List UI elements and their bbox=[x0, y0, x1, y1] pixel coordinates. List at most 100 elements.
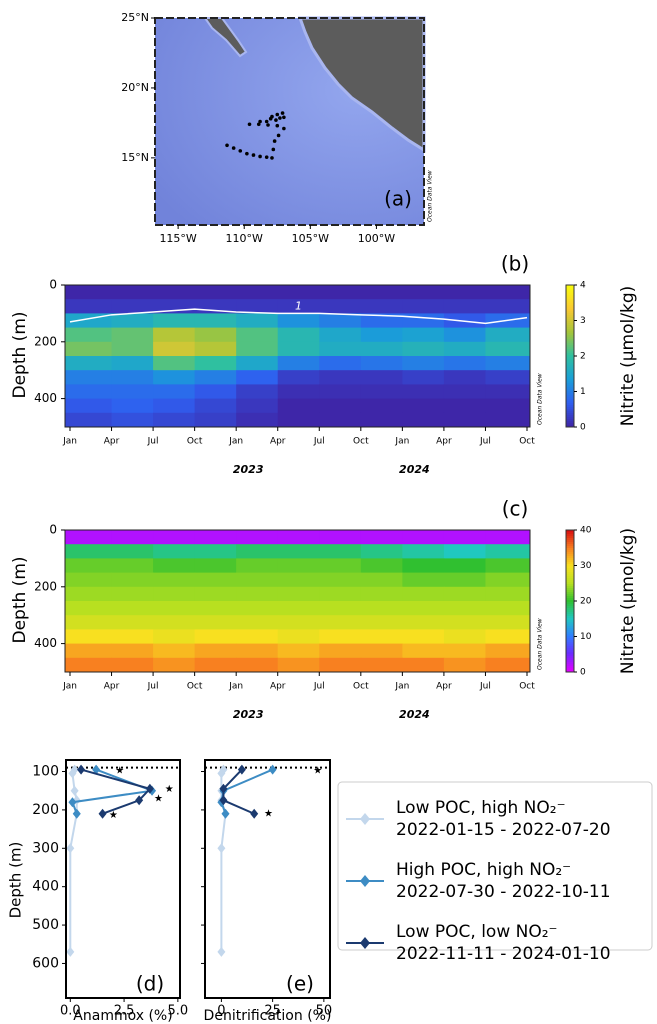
profile-marker bbox=[219, 783, 228, 794]
significance-marker: ★ bbox=[165, 784, 174, 795]
heatmap-cell bbox=[402, 285, 445, 300]
colorbar-step bbox=[566, 634, 574, 637]
heatmap-cell bbox=[194, 370, 237, 385]
track-point bbox=[225, 143, 229, 148]
colorbar-step bbox=[566, 371, 574, 374]
heatmap-cell bbox=[277, 643, 320, 659]
colorbar-step bbox=[566, 327, 574, 330]
y-tick-label: 20°N bbox=[121, 81, 149, 94]
x-tick-label: Apr bbox=[270, 437, 286, 447]
heatmap-cell bbox=[153, 586, 196, 602]
colorbar-step bbox=[566, 548, 574, 551]
x-tick-label: Oct bbox=[519, 437, 535, 447]
colorbar-step bbox=[566, 668, 574, 671]
colorbar-step bbox=[566, 554, 574, 557]
land-baja bbox=[203, 17, 248, 58]
heatmap-cell bbox=[65, 530, 113, 545]
colorbar-step bbox=[566, 592, 574, 595]
heatmap-cell bbox=[153, 341, 196, 357]
heatmap-cell bbox=[485, 398, 531, 414]
heatmap-cell bbox=[111, 615, 154, 630]
legend-box bbox=[337, 781, 653, 951]
heatmap-cell bbox=[65, 615, 113, 630]
heatmap-cell bbox=[360, 412, 403, 428]
heatmap-cell bbox=[319, 558, 362, 574]
heatmap-cell bbox=[402, 370, 445, 385]
heatmap-cell bbox=[277, 615, 320, 630]
heatmap-cell bbox=[443, 572, 486, 588]
y-tick-label: 100 bbox=[32, 764, 59, 780]
heatmap-cell bbox=[277, 586, 320, 602]
heatmap-cell bbox=[194, 558, 237, 574]
x-tick-label: Oct bbox=[353, 682, 369, 692]
colorbar-step bbox=[566, 363, 574, 366]
heatmap-cell bbox=[402, 615, 445, 630]
profile-marker bbox=[145, 783, 154, 794]
heatmap-cell bbox=[65, 629, 113, 645]
map-frame bbox=[154, 17, 425, 226]
colorbar-step bbox=[566, 584, 574, 587]
heatmap-cell bbox=[360, 558, 403, 574]
track-point bbox=[270, 114, 274, 119]
colorbar-step bbox=[566, 403, 574, 406]
panel-label: (d) bbox=[136, 972, 164, 996]
x-axis-label: Anammox (%) bbox=[73, 1008, 172, 1024]
profile-marker bbox=[77, 764, 86, 775]
heatmap-cell bbox=[65, 356, 113, 371]
heatmap-cell bbox=[360, 530, 403, 545]
colorbar-step bbox=[566, 413, 574, 416]
heatmap-cell bbox=[111, 657, 154, 673]
x-tick-label: Jan bbox=[62, 682, 77, 692]
colorbar-step bbox=[566, 333, 574, 336]
heatmap-cell bbox=[277, 601, 320, 616]
heatmap-cell bbox=[443, 341, 486, 357]
colorbar-step bbox=[566, 357, 574, 360]
y-tick-label: 300 bbox=[32, 840, 59, 856]
heatmap-cell bbox=[236, 615, 279, 630]
heatmap-cell bbox=[485, 572, 531, 588]
y-tick-label: 25°N bbox=[121, 11, 149, 24]
heatmap-cell bbox=[402, 643, 445, 659]
colorbar-step bbox=[566, 606, 574, 609]
heatmap-cell bbox=[236, 643, 279, 659]
heatmap-cell bbox=[277, 384, 320, 400]
colorbar-step bbox=[566, 361, 574, 364]
heatmap-cell bbox=[443, 530, 486, 545]
colorbar-step bbox=[566, 536, 574, 539]
heatmap-cell bbox=[194, 285, 237, 300]
x-tick-label: Jan bbox=[394, 682, 409, 692]
heatmap-cell bbox=[485, 643, 531, 659]
track-point bbox=[282, 126, 286, 131]
colorbar-step bbox=[566, 389, 574, 392]
heatmap-cell bbox=[153, 327, 196, 343]
x-tick-label: 50 bbox=[316, 1004, 333, 1019]
heatmap-cell bbox=[360, 572, 403, 588]
heatmap-cell bbox=[111, 285, 154, 300]
colorbar-step bbox=[566, 632, 574, 635]
colorbar-step bbox=[566, 319, 574, 322]
track-point bbox=[276, 133, 281, 138]
heatmap-cell bbox=[236, 313, 279, 329]
colorbar-step bbox=[566, 560, 574, 563]
colorbar-step bbox=[566, 654, 574, 657]
heatmap-cell bbox=[111, 398, 154, 414]
y-tick-label: 500 bbox=[32, 917, 59, 933]
heatmap-cell bbox=[236, 356, 279, 371]
heatmap-cell bbox=[360, 327, 403, 343]
heatmap-cell bbox=[65, 544, 113, 559]
heatmap-cell bbox=[277, 398, 320, 414]
heatmap-cell bbox=[360, 313, 403, 329]
heatmap-cell bbox=[360, 341, 403, 357]
profile-marker bbox=[98, 808, 107, 819]
colorbar-step bbox=[566, 355, 574, 358]
colorbar-step bbox=[566, 331, 574, 334]
heatmap-cell bbox=[111, 530, 154, 545]
colorbar-step bbox=[566, 656, 574, 659]
legend-period: 2022-11-11 - 2024-01-10 bbox=[396, 944, 611, 964]
heatmap-cell bbox=[194, 657, 237, 673]
heatmap-cell bbox=[319, 299, 362, 314]
track-point bbox=[280, 111, 285, 115]
profile-marker bbox=[217, 946, 226, 957]
heatmap-cell bbox=[443, 601, 486, 616]
